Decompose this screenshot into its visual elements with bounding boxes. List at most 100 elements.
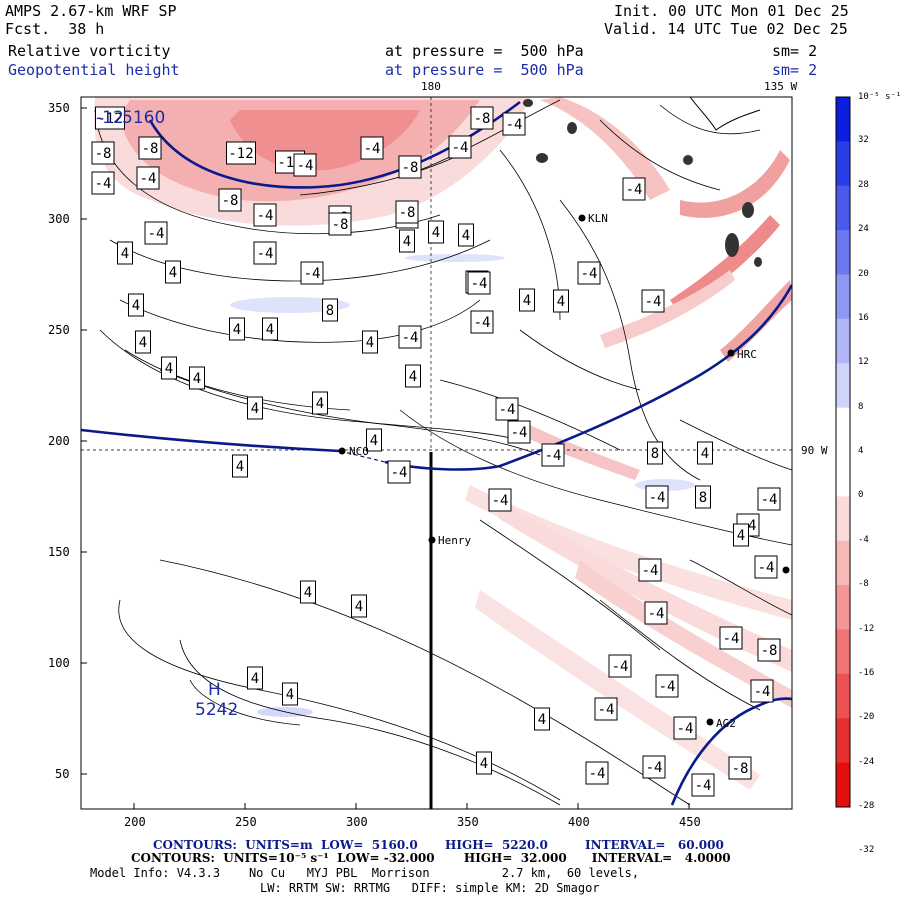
- contour-label-text: -4: [148, 226, 165, 242]
- colorbar-segment: [836, 452, 850, 497]
- contour-label-text: 8: [326, 303, 334, 319]
- neg-band-10: [515, 420, 640, 480]
- contour-label-text: 8: [651, 446, 659, 462]
- contour-label-text: 4: [409, 369, 417, 385]
- contour-label-text: 4: [316, 396, 324, 412]
- colorbar-segment: [836, 629, 850, 675]
- contour-label-box: [470, 310, 494, 334]
- colorbar-segment: [836, 407, 850, 453]
- contour-label-text: -4: [659, 679, 676, 695]
- contour-label-box: [232, 454, 248, 478]
- colorbar-segment: [836, 673, 850, 719]
- contour-label-box: [300, 580, 316, 604]
- label-135w: 135 W: [764, 80, 798, 93]
- contour-label-text: -4: [391, 465, 408, 481]
- colorbar-segment: [836, 185, 850, 231]
- station-kln: KLN: [588, 212, 608, 225]
- station-edge-dot: [782, 566, 790, 574]
- x-tick-350: 350: [457, 815, 479, 829]
- contour-label-box: [253, 241, 277, 265]
- contour-label-box: [362, 330, 378, 354]
- vorticity-blobs: [523, 99, 762, 267]
- colorbar-segment: [836, 718, 850, 764]
- contour-label-text: -12: [97, 111, 122, 127]
- contour-label-text: -4: [723, 631, 740, 647]
- plot-frame: [80, 96, 793, 810]
- vorticity-min-label: -12: [96, 108, 124, 128]
- colorbar-segment: [836, 540, 850, 586]
- contour-label-text: 4: [233, 322, 241, 338]
- contour-label-text: -4: [297, 158, 314, 174]
- pos-vorticity-1: [230, 297, 350, 313]
- footer-geopotential-low: CONTOURS: UNITS=m LOW= 5160.0: [153, 838, 418, 852]
- contour-label-text: 4: [121, 246, 129, 262]
- contour-label-box: [135, 330, 151, 354]
- x-tick-200: 200: [124, 815, 146, 829]
- contour-label-text: -4: [545, 448, 562, 464]
- contour-label-box: [428, 220, 444, 244]
- contour-label-text: -4: [642, 563, 659, 579]
- colorbar: [836, 97, 850, 808]
- contour-label-text: -4: [598, 702, 615, 718]
- contour-label-box: [229, 317, 245, 341]
- contour-label-box: [398, 155, 422, 179]
- contour-label-box: [144, 221, 168, 245]
- contour-label-text: -4: [492, 493, 509, 509]
- footer-geopotential-high: HIGH= 5220.0: [445, 838, 548, 852]
- contour-label-box: [399, 229, 415, 253]
- contour-label-text: 4: [165, 361, 173, 377]
- contour-label-box: [458, 223, 474, 247]
- contour-label-text: -12: [228, 146, 253, 162]
- pressure-vorticity: at pressure = 500 hPa: [385, 42, 584, 60]
- contour-label-box: [750, 679, 774, 703]
- colorbar-segment: [836, 496, 850, 542]
- contour-label-text: -4: [612, 659, 629, 675]
- x-tick-450: 450: [679, 815, 701, 829]
- contour-label-text: -4: [754, 684, 771, 700]
- contour-label-box: [91, 141, 115, 165]
- contour-label-text: 4: [701, 446, 709, 462]
- contour-label-box: [328, 212, 352, 236]
- colorbar-label: 28: [858, 179, 869, 190]
- contour-label-text: -4: [364, 141, 381, 157]
- colorbar-segment: [836, 318, 850, 364]
- contour-label-box: [476, 751, 492, 775]
- station-henry: Henry: [438, 534, 472, 547]
- colorbar-segment: [836, 230, 850, 275]
- contour-label-box: [733, 523, 749, 547]
- station-henry-dot: [428, 536, 436, 544]
- colorbar-unit: 10⁻⁵ s⁻¹: [858, 92, 900, 102]
- y-tick-350: 350: [48, 101, 70, 115]
- colorbar-label: -4: [858, 534, 869, 545]
- field-vorticity: Relative vorticity: [8, 42, 171, 60]
- colorbar-label: -28: [858, 801, 875, 811]
- station-kln-dot: [578, 214, 586, 222]
- contour-label-box: [448, 135, 472, 159]
- contour-label-text: -4: [304, 266, 321, 282]
- contour-label-box: [719, 626, 743, 650]
- contour-label-box: [262, 317, 278, 341]
- contour-label-box: [322, 298, 338, 322]
- colorbar-label: -20: [858, 712, 875, 723]
- contour-label-box: [300, 261, 324, 285]
- contour-label-text: 4: [193, 371, 201, 387]
- colorbar-segment: [836, 363, 850, 409]
- colorbar-frame: [835, 96, 851, 808]
- colorbar-label: 32: [858, 135, 869, 146]
- contour-label-text: -4: [649, 490, 666, 506]
- contour-label-text: -4: [471, 276, 488, 292]
- contour-label-text: 4: [737, 528, 745, 544]
- neg-band-7: [498, 500, 792, 672]
- contour-label-box: [644, 601, 668, 625]
- contour-label-box: [641, 289, 665, 313]
- x-tick-300: 300: [346, 815, 368, 829]
- contour-label-text: -4: [677, 721, 694, 737]
- contour-label-box: [91, 171, 115, 195]
- colorbar-label: 16: [858, 312, 869, 323]
- label-90w: 90 W: [801, 444, 828, 457]
- contour-label-box: [691, 773, 715, 797]
- colorbar-label: -12: [858, 623, 875, 634]
- contour-label-box: [534, 707, 550, 731]
- contour-label-box: [673, 716, 697, 740]
- contour-label-text: -4: [257, 246, 274, 262]
